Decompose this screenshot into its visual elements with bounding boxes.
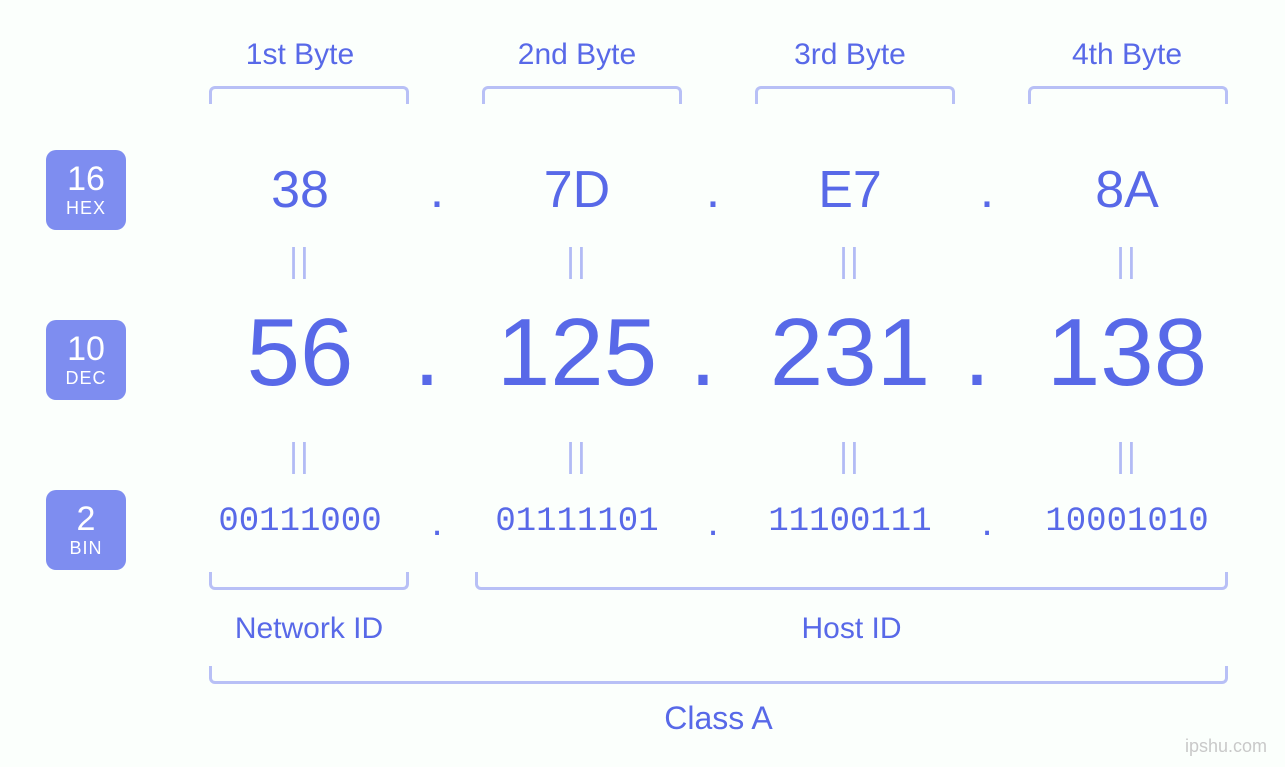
- bin-dot-1: .: [422, 500, 452, 545]
- network-bracket: [209, 572, 409, 590]
- base-badge-hex: 16 HEX: [46, 150, 126, 230]
- eq-hex-dec-4: ||: [1007, 242, 1247, 281]
- ip-diagram: { "colors": { "background": "#fbfffc", "…: [0, 0, 1285, 767]
- hex-byte-2: 7D: [457, 160, 697, 220]
- hex-byte-1: 38: [180, 160, 420, 220]
- bin-dot-3: .: [972, 500, 1002, 545]
- dec-dot-1: .: [412, 298, 442, 408]
- eq-dec-bin-3: ||: [730, 437, 970, 476]
- top-bracket-4: [1028, 86, 1228, 104]
- base-txt-bin: BIN: [69, 539, 102, 558]
- watermark: ipshu.com: [1185, 736, 1267, 757]
- dec-dot-2: .: [688, 298, 718, 408]
- dec-byte-3: 231: [710, 298, 990, 408]
- eq-hex-dec-2: ||: [457, 242, 697, 281]
- base-num-bin: 2: [77, 502, 96, 538]
- eq-hex-dec-1: ||: [180, 242, 420, 281]
- class-bracket: [209, 666, 1228, 684]
- eq-dec-bin-1: ||: [180, 437, 420, 476]
- byte-header-3: 3rd Byte: [730, 38, 970, 72]
- bin-dot-2: .: [698, 500, 728, 545]
- network-id-label: Network ID: [209, 612, 409, 646]
- hex-dot-1: .: [422, 160, 452, 220]
- hex-byte-4: 8A: [1007, 160, 1247, 220]
- eq-hex-dec-3: ||: [730, 242, 970, 281]
- base-num-hex: 16: [67, 162, 105, 198]
- byte-header-1: 1st Byte: [180, 38, 420, 72]
- hex-dot-3: .: [972, 160, 1002, 220]
- dec-byte-2: 125: [437, 298, 717, 408]
- dec-dot-3: .: [962, 298, 992, 408]
- byte-header-2: 2nd Byte: [457, 38, 697, 72]
- hex-dot-2: .: [698, 160, 728, 220]
- bin-byte-4: 10001010: [997, 503, 1257, 541]
- base-badge-dec: 10 DEC: [46, 320, 126, 400]
- hex-byte-3: E7: [730, 160, 970, 220]
- eq-dec-bin-4: ||: [1007, 437, 1247, 476]
- class-label: Class A: [209, 700, 1228, 737]
- host-bracket: [475, 572, 1228, 590]
- byte-header-4: 4th Byte: [1007, 38, 1247, 72]
- dec-byte-4: 138: [987, 298, 1267, 408]
- top-bracket-1: [209, 86, 409, 104]
- dec-byte-1: 56: [160, 298, 440, 408]
- top-bracket-2: [482, 86, 682, 104]
- base-badge-bin: 2 BIN: [46, 490, 126, 570]
- base-txt-dec: DEC: [65, 369, 106, 388]
- bin-byte-1: 00111000: [170, 503, 430, 541]
- base-num-dec: 10: [67, 332, 105, 368]
- host-id-label: Host ID: [475, 612, 1228, 646]
- bin-byte-2: 01111101: [447, 503, 707, 541]
- top-bracket-3: [755, 86, 955, 104]
- eq-dec-bin-2: ||: [457, 437, 697, 476]
- base-txt-hex: HEX: [66, 199, 106, 218]
- bin-byte-3: 11100111: [720, 503, 980, 541]
